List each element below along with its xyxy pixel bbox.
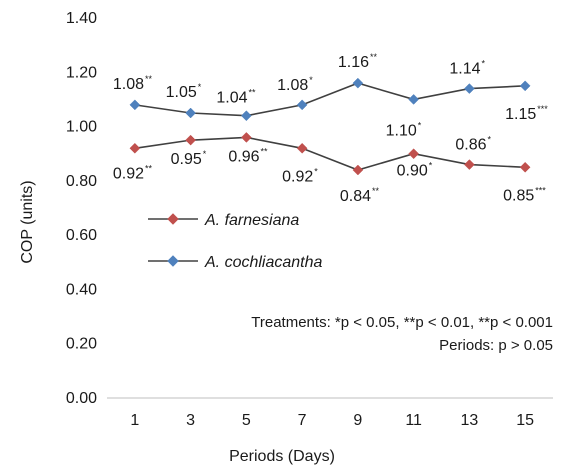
annotation-periods: Periods: p > 0.05 [439, 337, 553, 354]
data-point-marker [352, 77, 364, 89]
data-point-marker [464, 159, 475, 170]
data-label: 0.96** [228, 146, 268, 165]
legend-marker [167, 255, 179, 267]
data-point-marker [129, 142, 141, 154]
y-tick-label: 0.00 [66, 390, 97, 407]
data-point-marker [519, 161, 531, 173]
data-label: 0.84** [340, 186, 380, 205]
data-label: 1.08** [113, 74, 153, 93]
data-point-marker [408, 148, 419, 160]
y-tick-label: 1.20 [66, 64, 97, 81]
data-label: 1.16** [338, 52, 378, 71]
series-line [134, 82, 526, 117]
data-labels: 0.92** 0.95* 0.96** 0.92* 0.84** 0.90* 0.86* 0.… [113, 52, 548, 205]
x-axis-title: Periods (Days) [229, 448, 335, 465]
data-point-marker [519, 80, 531, 92]
data-point-marker [408, 94, 419, 105]
data-label: 1.04** [216, 88, 256, 107]
data-point-marker [296, 99, 308, 111]
y-tick-label: 0.60 [66, 227, 97, 244]
legend-label: A. cochliacantha [204, 254, 323, 271]
data-label: 1.14* [449, 59, 485, 78]
legend-marker [167, 213, 179, 225]
data-point-marker [296, 142, 308, 154]
legend: A. farnesiana A. cochliacantha [148, 212, 323, 271]
y-tick-label: 0.20 [66, 336, 97, 353]
data-label: 1.08* [277, 75, 313, 94]
y-axis-title: COP (units) [19, 180, 36, 263]
x-tick-label: 3 [186, 412, 195, 429]
x-tick-label: 5 [242, 412, 251, 429]
data-point-marker [185, 134, 196, 146]
data-label: 0.92** [113, 163, 153, 182]
y-tick-label: 1.00 [66, 119, 97, 136]
data-point-marker [129, 99, 141, 111]
annotation-treatments: Treatments: *p < 0.05, **p < 0.01, **p <… [251, 314, 553, 331]
data-point-marker [241, 132, 252, 143]
data-label: 0.86* [455, 135, 491, 154]
data-label: 0.95* [171, 149, 207, 168]
x-tick-label: 1 [130, 412, 139, 429]
x-tick-label: 7 [298, 412, 307, 429]
legend-label: A. farnesiana [204, 212, 299, 229]
data-point-marker [352, 164, 364, 176]
x-tick-label: 11 [405, 412, 422, 429]
data-label: 1.10* [386, 120, 422, 139]
x-axis-ticks: 1 3 5 7 9 11 13 15 [130, 412, 534, 429]
data-point-marker [464, 83, 475, 94]
y-tick-label: 0.80 [66, 173, 97, 190]
series-line [134, 136, 526, 171]
data-point-marker [241, 110, 252, 122]
x-tick-label: 13 [460, 412, 478, 429]
y-axis-ticks: 0.00 0.20 0.40 0.60 0.80 1.00 1.20 1.40 [66, 10, 97, 407]
x-tick-label: 9 [353, 412, 362, 429]
y-tick-label: 0.40 [66, 281, 97, 298]
data-label: 0.92* [282, 166, 318, 185]
data-label: 0.90* [397, 161, 433, 180]
data-point-marker [185, 107, 196, 119]
series-layer [129, 77, 531, 176]
data-label: 1.05* [166, 82, 202, 101]
data-label: 1.15*** [505, 104, 548, 123]
x-tick-label: 15 [516, 412, 534, 429]
y-tick-label: 1.40 [66, 10, 97, 27]
data-label: 0.85*** [503, 185, 546, 204]
